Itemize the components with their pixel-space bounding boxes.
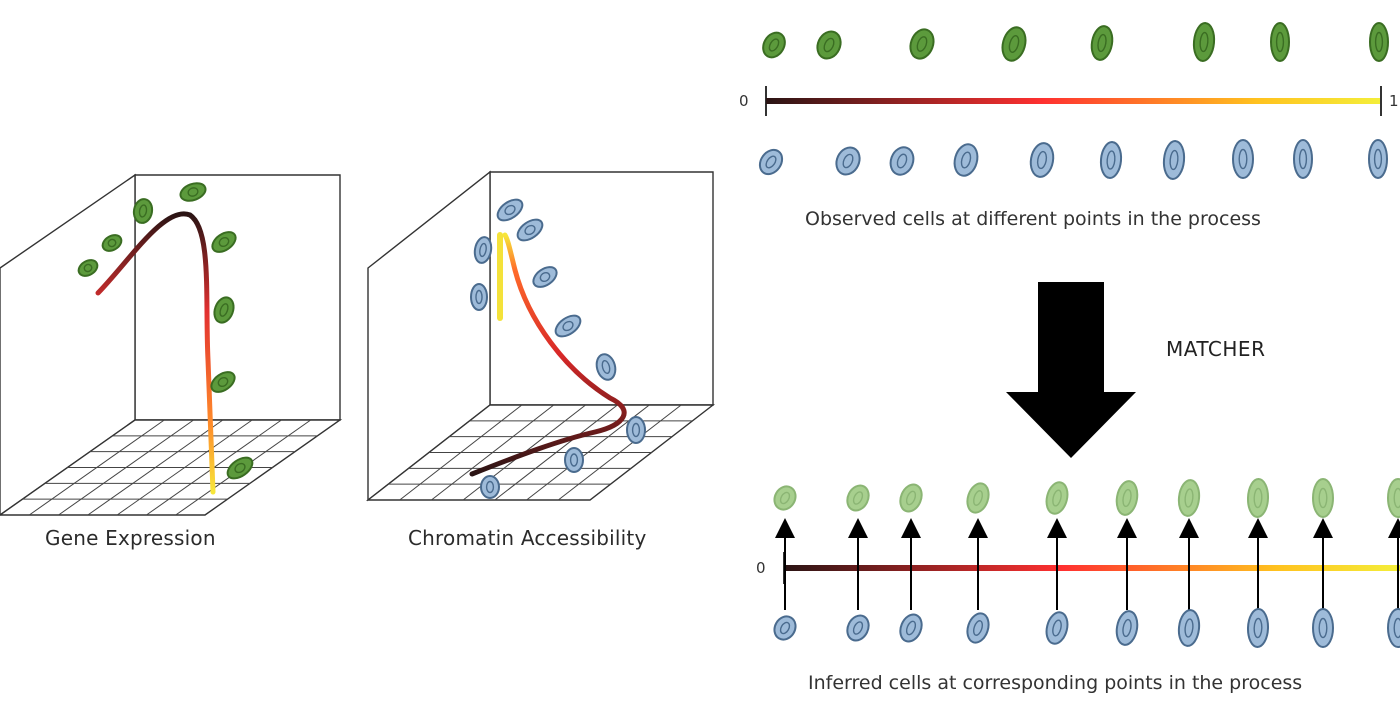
inferred-chromatin-cell — [1246, 608, 1270, 648]
inferred-gene-cell — [1115, 480, 1139, 516]
chromatin-cell — [626, 416, 646, 444]
inferred-chromatin-cell — [1177, 609, 1201, 647]
gene-expression-trajectory — [95, 211, 216, 495]
observed-gene-cell — [1192, 22, 1216, 62]
observed-chromatin-cell — [889, 146, 915, 176]
chromatin-cell — [532, 266, 558, 288]
inferred-gene-cell — [1177, 479, 1201, 517]
gene-expression-cell — [77, 259, 99, 277]
inferred-chromatin-cell — [1387, 608, 1400, 648]
inferred-match-arrows — [775, 518, 1400, 610]
observed-chromatin-cell — [835, 146, 861, 176]
inferred-chromatin-cell — [773, 615, 797, 641]
chromatin-cell — [473, 236, 493, 264]
observed-gene-cell — [1369, 22, 1389, 62]
observed-pseudotime-bar — [766, 98, 1380, 104]
observed-start-label: 0 — [739, 92, 749, 110]
inferred-start-label: 0 — [756, 559, 766, 577]
observed-caption: Observed cells at different points in th… — [805, 208, 1261, 230]
observed-chromatin-cell — [758, 148, 784, 176]
observed-chromatin-cell — [1368, 139, 1388, 179]
observed-chromatin-cell — [1162, 140, 1186, 180]
observed-chromatin-cell — [1099, 141, 1123, 179]
inferred-chromatin-cell — [1312, 608, 1334, 648]
inferred-gene-cell — [846, 484, 870, 512]
chromatin-cell — [595, 353, 617, 381]
observed-gene-cells — [762, 22, 1389, 62]
observed-gene-cell — [1270, 22, 1290, 62]
matcher-arrow — [1006, 282, 1136, 458]
inferred-gene-cell — [1045, 481, 1069, 515]
chromatin-cell — [564, 447, 584, 473]
observed-end-label: 1 — [1389, 92, 1399, 110]
inferred-gene-cell — [966, 482, 990, 514]
inferred-chromatin-cell — [846, 614, 870, 642]
inferred-gene-cell — [1312, 478, 1334, 518]
chromatin-accessibility-trajectory — [469, 232, 627, 477]
gene-expression-cell — [179, 182, 207, 202]
observed-chromatin-cell — [1029, 142, 1055, 178]
chromatin-accessibility-title: Chromatin Accessibility — [408, 526, 647, 550]
gene-expression-cells — [77, 182, 254, 480]
chromatin-cell — [480, 475, 500, 499]
observed-gene-cell — [909, 28, 935, 60]
inferred-gene-cell — [1387, 478, 1400, 518]
observed-chromatin-cell — [1293, 139, 1313, 179]
gene-expression-title: Gene Expression — [45, 526, 216, 550]
observed-gene-cell — [1001, 26, 1027, 62]
chromatin-cell — [470, 283, 488, 311]
inferred-chromatin-cell — [966, 612, 990, 644]
inferred-chromatin-cell — [1045, 611, 1069, 645]
inferred-chromatin-cell — [1115, 610, 1139, 646]
gene-expression-cell — [101, 234, 123, 252]
chromatin-cell — [554, 314, 582, 338]
matcher-label: MATCHER — [1166, 337, 1266, 361]
inferred-pseudotime-bar — [784, 565, 1400, 571]
observed-gene-cell — [1090, 25, 1114, 61]
inferred-chromatin-cell — [899, 613, 923, 643]
gene-expression-cell — [132, 198, 154, 224]
inferred-gene-cell — [773, 485, 797, 511]
gene-expression-cell — [210, 371, 236, 393]
gene-expression-cell — [211, 231, 237, 253]
inferred-gene-cells — [773, 478, 1400, 518]
gene-expression-box — [0, 173, 343, 516]
observed-chromatin-cell — [953, 143, 979, 177]
observed-gene-cell — [762, 31, 786, 59]
gene-expression-cell — [213, 296, 235, 324]
observed-chromatin-cell — [1232, 139, 1254, 179]
observed-chromatin-cells — [758, 139, 1388, 180]
chromatin-cell — [496, 198, 524, 222]
inferred-gene-cell — [899, 483, 923, 513]
observed-gene-cell — [816, 30, 842, 60]
inferred-gene-cell — [1246, 478, 1270, 518]
inferred-chromatin-cells — [773, 608, 1400, 648]
chromatin-cells — [470, 198, 646, 499]
gene-expression-cell — [226, 456, 254, 480]
chromatin-cell — [516, 218, 544, 242]
inferred-caption: Inferred cells at corresponding points i… — [808, 672, 1303, 694]
